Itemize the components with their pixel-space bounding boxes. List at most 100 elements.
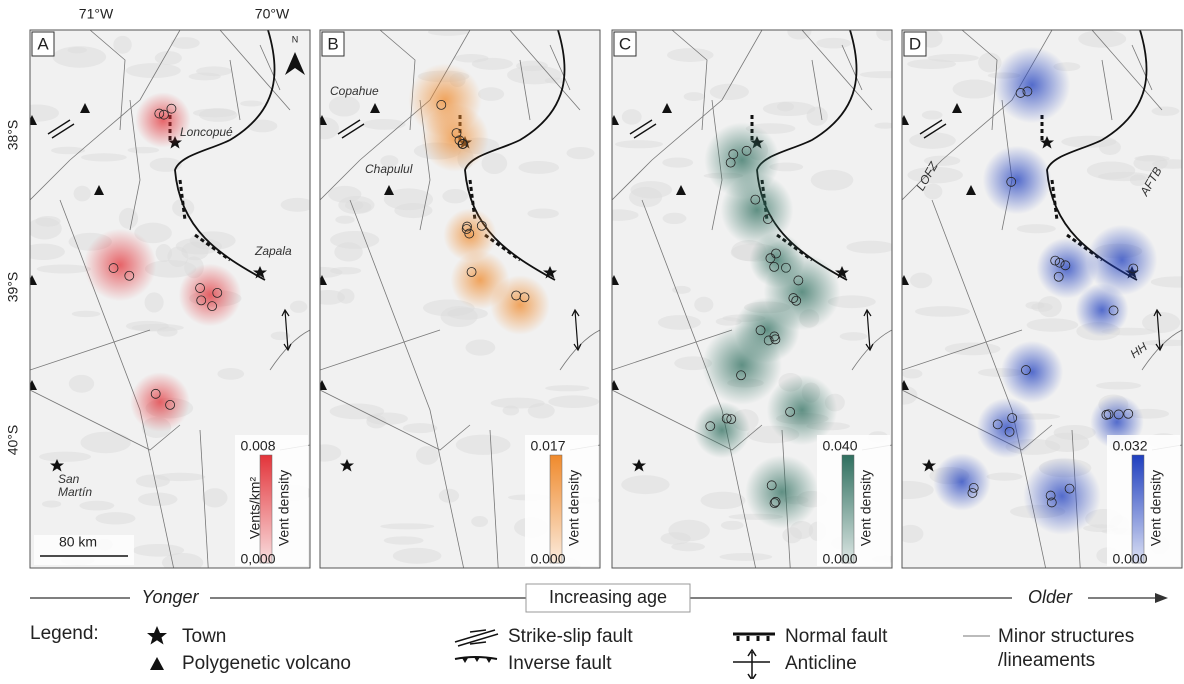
relief [290,301,307,313]
density-blob [421,104,489,172]
legend-item: Strike-slip fault [508,626,633,647]
legend-item: Inverse fault [508,653,612,674]
relief [248,120,278,133]
relief [156,473,206,481]
relief [928,54,979,62]
cbar-title: Vent density [858,470,874,546]
legend-title: Legend: [30,623,99,644]
density-blob [1023,457,1101,535]
older-label: Older [1028,587,1073,607]
relief [482,153,508,174]
volcano-icon [150,657,164,670]
density-blob [1087,225,1158,296]
relief [807,107,828,126]
lon-label: 71°W [79,6,114,22]
relief [860,71,909,78]
relief [132,324,184,332]
relief [308,444,341,461]
cbar-max: 0.040 [822,438,857,454]
relief [330,267,361,274]
legend-item: Polygenetic volcano [182,653,351,674]
cbar-title: Vent density [1148,470,1164,546]
relief [145,292,164,312]
density-blob [179,264,242,327]
relief [1096,382,1141,390]
relief [367,413,408,425]
map-panel: D0.0320.000Vent densityLOFZAFTBHH [881,29,1184,598]
cbar-min: 0,000 [240,551,275,567]
relief [902,369,923,379]
cbar-max: 0.017 [530,438,565,454]
legend-item: Normal fault [785,626,888,647]
relief [311,117,339,139]
relief [15,105,59,122]
relief [658,315,701,330]
panel-letter: D [909,34,921,53]
north-label: N [292,34,299,44]
relief [384,536,424,544]
density-blob [745,455,819,529]
relief [155,51,182,65]
legend-item: Anticline [785,653,857,674]
relief [81,153,127,161]
relief [615,140,663,148]
relief [393,548,442,564]
relief [1099,140,1121,155]
relief [684,92,705,101]
relief [915,306,970,317]
density-blob [994,47,1070,123]
relief [428,28,469,36]
relief [621,475,669,494]
relief [126,63,181,78]
relief [719,553,772,561]
strike-slip-icon [455,630,498,646]
density-blob [702,325,782,405]
relief [39,452,91,462]
relief [548,395,599,408]
relief [471,516,488,527]
density-blob [933,453,990,510]
relief [671,542,705,551]
relief [668,520,709,541]
relief [491,398,545,409]
relief [363,119,406,130]
legend-item: Town [182,626,226,647]
relief [281,198,315,212]
relief [840,332,868,340]
density-blob [1001,341,1063,403]
density-blob [983,146,1052,215]
relief [846,241,895,254]
relief [710,84,749,100]
relief [953,79,997,98]
relief [217,368,244,380]
relief [240,101,263,107]
cbar-min: 0.000 [530,551,565,567]
relief [338,196,374,214]
relief [811,170,854,191]
relief [113,36,131,54]
relief [1054,425,1096,440]
relief [466,340,496,356]
relief [416,446,439,465]
relief [1017,224,1056,233]
relief [119,208,138,229]
density-blob [130,372,190,432]
place-name: Copahue [330,84,379,98]
relief [380,523,434,529]
legend-item: Minor structures [998,626,1134,647]
relief [442,189,468,203]
scale-label: 80 km [59,534,97,550]
age-arrow [1155,593,1168,603]
density-blob [694,402,750,458]
place-name: Martín [58,485,92,499]
younger-label: Yonger [141,587,199,607]
colorbar [550,455,562,563]
relief [81,432,131,453]
relief [42,500,61,507]
density-blob [767,375,837,445]
cbar-min: 0.000 [822,551,857,567]
relief [599,209,638,220]
relief [987,473,1023,481]
place-name: San [58,472,80,486]
relief [456,435,511,455]
